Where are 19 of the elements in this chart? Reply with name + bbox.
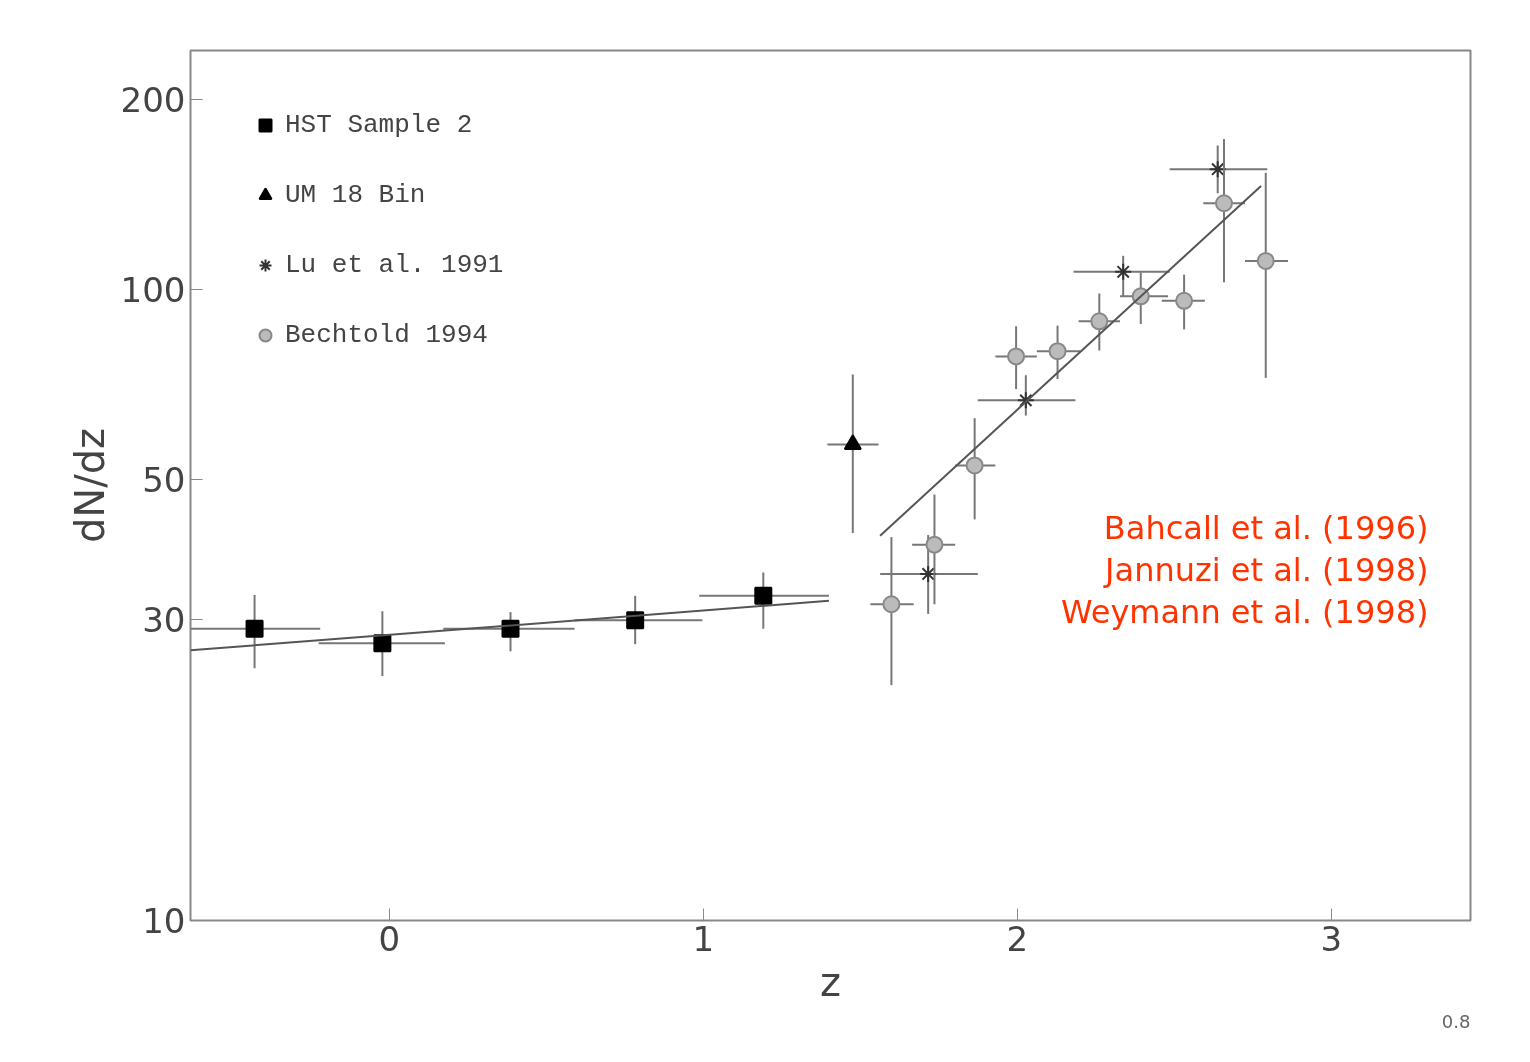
y-axis-title: dN/dz	[66, 427, 113, 544]
annotation: Bahcall et al. (1996)	[1103, 508, 1429, 547]
x-tick-label: 2	[1006, 918, 1029, 959]
y-tick-label: 50	[142, 459, 186, 500]
x-tick-label: 0	[378, 918, 401, 959]
annotation: Jannuzi et al. (1998)	[1103, 550, 1429, 589]
legend-label: Bechtold 1994	[285, 320, 488, 350]
y-tick-label: 10	[142, 901, 186, 941]
legend-label: UM 18 Bin	[285, 180, 426, 210]
text: 0.8	[1441, 1010, 1471, 1032]
annotation: Weymann et al. (1998)	[1060, 592, 1429, 631]
legend-label: Lu et al. 1991	[285, 250, 504, 280]
y-tick-label: 200	[120, 79, 186, 120]
x-tick-label: 1	[692, 918, 715, 959]
legend-label: HST Sample 2	[285, 110, 473, 140]
y-tick-label: 100	[120, 269, 186, 310]
x-tick-label: 3	[1320, 918, 1343, 959]
x-axis-title: z	[820, 958, 841, 1005]
y-tick-label: 30	[142, 599, 186, 640]
